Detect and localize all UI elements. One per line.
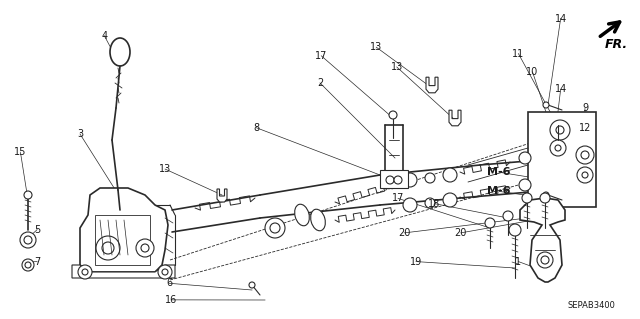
Circle shape — [82, 269, 88, 275]
Circle shape — [503, 211, 513, 221]
Circle shape — [102, 242, 114, 254]
Circle shape — [576, 146, 594, 164]
Polygon shape — [426, 77, 438, 93]
Circle shape — [158, 265, 172, 279]
Circle shape — [22, 259, 34, 271]
Circle shape — [394, 176, 402, 184]
Circle shape — [270, 223, 280, 233]
Polygon shape — [217, 189, 227, 202]
Circle shape — [403, 198, 417, 212]
Circle shape — [550, 140, 566, 156]
Circle shape — [543, 102, 549, 108]
Circle shape — [425, 198, 435, 208]
Circle shape — [24, 236, 32, 244]
Polygon shape — [449, 110, 461, 126]
Text: 10: 10 — [526, 67, 539, 77]
Text: M-6: M-6 — [488, 186, 511, 197]
Text: 5: 5 — [34, 225, 40, 235]
Text: 17: 17 — [315, 51, 328, 61]
Circle shape — [577, 167, 593, 183]
Bar — [380, 170, 408, 188]
Circle shape — [550, 120, 570, 140]
Ellipse shape — [294, 204, 309, 226]
Circle shape — [522, 193, 532, 203]
Text: SEPAB3400: SEPAB3400 — [567, 301, 615, 310]
Text: 19: 19 — [410, 256, 422, 267]
Circle shape — [509, 224, 521, 236]
Text: FR.: FR. — [605, 38, 628, 51]
Text: 20: 20 — [454, 228, 467, 238]
Circle shape — [25, 262, 31, 268]
Circle shape — [443, 168, 457, 182]
Circle shape — [386, 176, 394, 184]
Text: 13: 13 — [370, 42, 383, 52]
Circle shape — [162, 269, 168, 275]
Ellipse shape — [110, 38, 130, 66]
Circle shape — [581, 151, 589, 159]
Text: 14: 14 — [554, 13, 567, 24]
Circle shape — [485, 218, 495, 228]
Text: 12: 12 — [579, 122, 591, 133]
Circle shape — [78, 265, 92, 279]
Text: 2: 2 — [317, 78, 323, 88]
Text: 9: 9 — [582, 103, 588, 114]
Circle shape — [540, 193, 550, 203]
Circle shape — [443, 193, 457, 207]
Circle shape — [582, 172, 588, 178]
Circle shape — [24, 191, 32, 199]
Text: 20: 20 — [398, 228, 411, 238]
Circle shape — [519, 179, 531, 191]
Circle shape — [425, 173, 435, 183]
Text: 1: 1 — [515, 256, 522, 267]
Bar — [528, 112, 596, 207]
Circle shape — [537, 252, 553, 268]
Ellipse shape — [310, 209, 325, 231]
Circle shape — [136, 239, 154, 257]
Circle shape — [389, 111, 397, 119]
Circle shape — [249, 282, 255, 288]
Circle shape — [543, 192, 549, 198]
Text: 3: 3 — [77, 129, 83, 139]
Circle shape — [519, 152, 531, 164]
Bar — [95, 215, 150, 265]
Circle shape — [20, 232, 36, 248]
Circle shape — [403, 173, 417, 187]
Circle shape — [141, 244, 149, 252]
Circle shape — [555, 145, 561, 151]
Polygon shape — [72, 265, 175, 278]
Text: 13: 13 — [390, 62, 403, 72]
Text: 4: 4 — [101, 31, 108, 41]
Text: 11: 11 — [512, 48, 525, 59]
Text: 16: 16 — [165, 295, 178, 305]
Text: 8: 8 — [253, 122, 259, 133]
Polygon shape — [520, 198, 565, 282]
Circle shape — [556, 126, 564, 134]
Circle shape — [541, 256, 549, 264]
Text: 15: 15 — [14, 147, 27, 158]
Text: 6: 6 — [166, 278, 172, 288]
Text: 17: 17 — [392, 193, 404, 204]
Circle shape — [265, 218, 285, 238]
Text: 13: 13 — [159, 164, 172, 174]
Text: 18: 18 — [428, 198, 440, 209]
Polygon shape — [80, 188, 168, 272]
Text: 7: 7 — [34, 256, 40, 267]
Text: M-6: M-6 — [488, 167, 511, 177]
Text: 14: 14 — [554, 84, 567, 94]
Circle shape — [96, 236, 120, 260]
